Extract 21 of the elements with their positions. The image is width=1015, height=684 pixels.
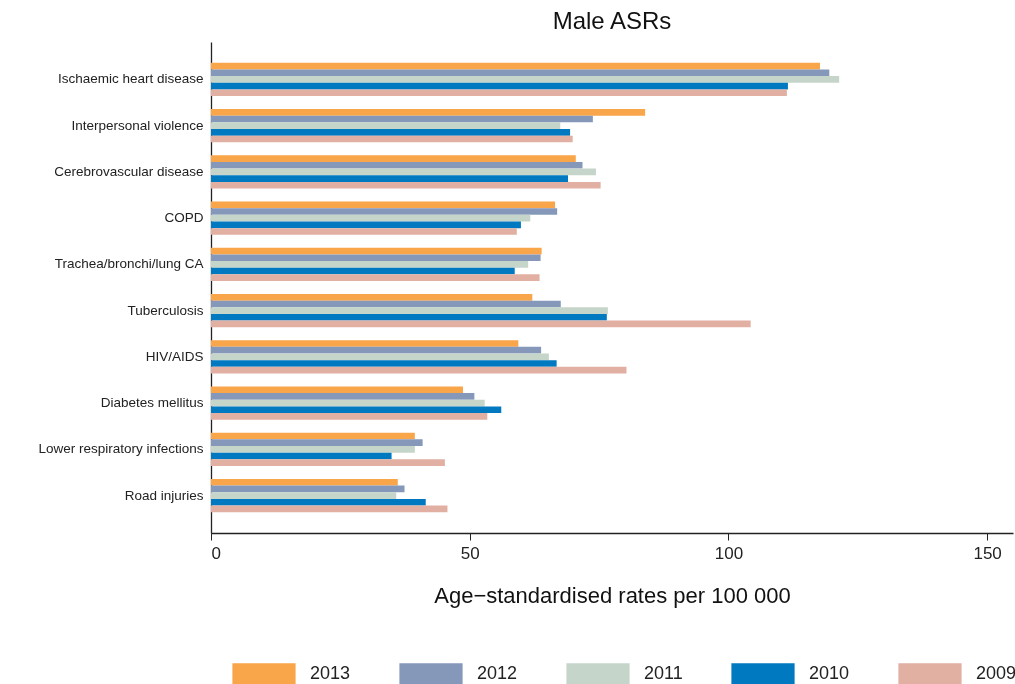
- x-tick-label: 50: [460, 543, 480, 563]
- y-tick-label: COPD: [164, 210, 204, 226]
- x-axis-title: Age−standardised rates per 100 000: [434, 582, 791, 608]
- y-tick-label: Ischaemic heart disease: [57, 71, 204, 87]
- y-tick-label: Interpersonal violence: [71, 117, 204, 133]
- x-tick-label: 0: [211, 543, 221, 563]
- y-tick-label: Diabetes mellitus: [100, 395, 204, 411]
- legend-label: 2009: [976, 663, 1015, 684]
- x-tick-label: 100: [714, 543, 744, 563]
- y-tick-label: Road injuries: [124, 487, 204, 503]
- y-tick-label: Trachea/bronchi/lung CA: [54, 256, 204, 272]
- x-tick-label: 150: [973, 543, 1002, 563]
- legend-label: 2010: [809, 663, 850, 684]
- chart-title: Male ASRs: [552, 7, 672, 34]
- legend-label: 2012: [477, 663, 518, 684]
- y-tick-label: Tuberculosis: [127, 302, 204, 318]
- y-tick-label: HIV/AIDS: [145, 348, 204, 364]
- y-tick-label: Lower respiratory infections: [38, 441, 204, 457]
- legend-label: 2011: [644, 663, 683, 684]
- legend-label: 2013: [310, 663, 351, 684]
- y-tick-label: Cerebrovascular disease: [54, 163, 204, 179]
